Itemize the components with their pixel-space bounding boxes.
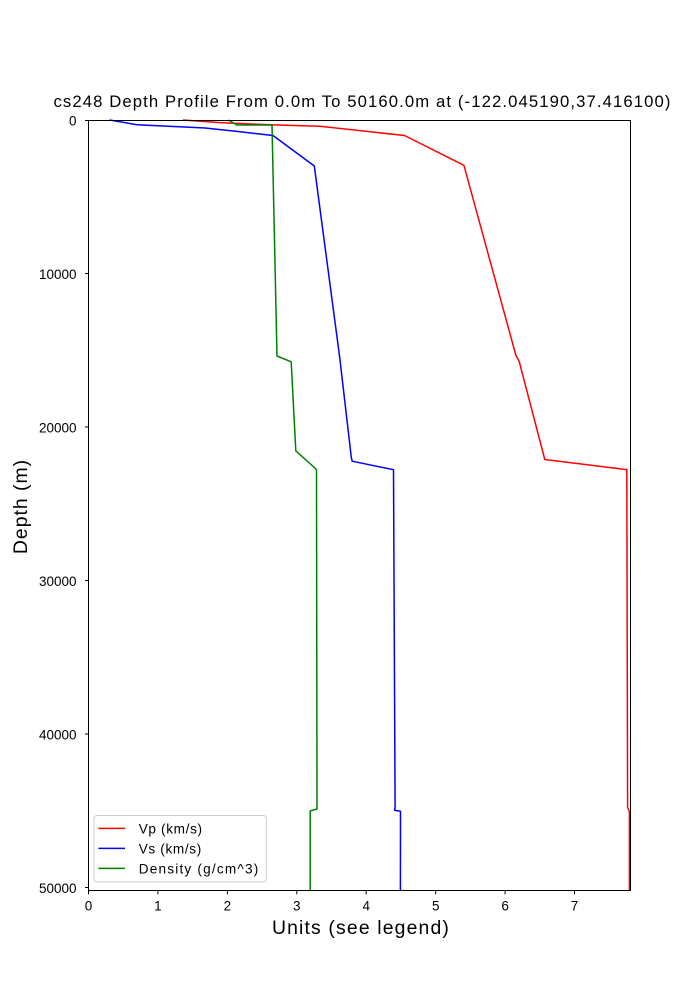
svg-text:Density (g/cm^3): Density (g/cm^3) xyxy=(139,861,260,876)
svg-text:0: 0 xyxy=(85,899,93,914)
svg-text:1: 1 xyxy=(154,899,162,914)
svg-text:7: 7 xyxy=(571,899,579,914)
svg-text:4: 4 xyxy=(362,899,370,914)
svg-text:3: 3 xyxy=(293,899,301,914)
svg-text:Vp (km/s): Vp (km/s) xyxy=(139,821,203,836)
svg-text:5: 5 xyxy=(432,899,440,914)
svg-text:cs248 Depth Profile From 0.0m: cs248 Depth Profile From 0.0m To 50160.0… xyxy=(53,92,671,111)
svg-text:Units (see legend): Units (see legend) xyxy=(272,917,450,939)
svg-text:40000: 40000 xyxy=(39,727,77,742)
svg-text:2: 2 xyxy=(224,899,232,914)
svg-text:0: 0 xyxy=(69,113,77,128)
svg-text:10000: 10000 xyxy=(39,267,77,282)
svg-text:6: 6 xyxy=(501,899,509,914)
svg-text:Depth (m): Depth (m) xyxy=(10,459,32,554)
svg-text:Vs (km/s): Vs (km/s) xyxy=(139,841,202,856)
svg-text:30000: 30000 xyxy=(39,574,77,589)
svg-text:20000: 20000 xyxy=(39,420,77,435)
svg-text:50000: 50000 xyxy=(39,881,77,896)
